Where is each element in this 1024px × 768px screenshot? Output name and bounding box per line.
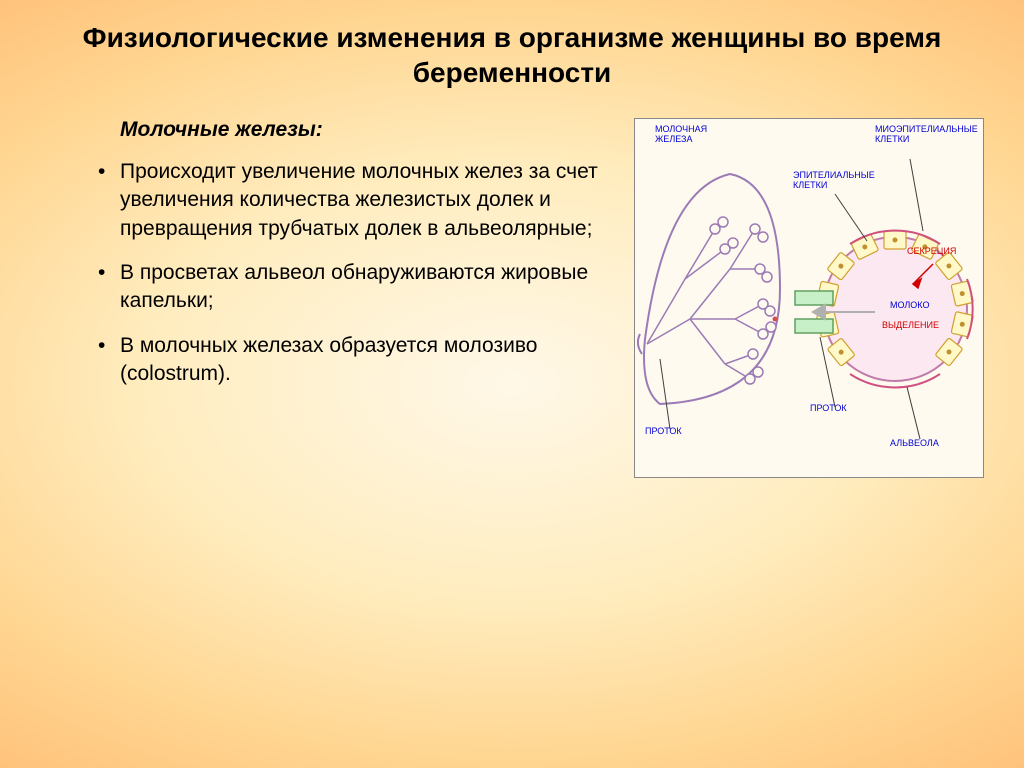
bullet-list: Происходит увеличение молочных желез за …	[90, 158, 614, 388]
bullet-item: В просветах альвеол обнаруживаются жиров…	[90, 259, 614, 316]
label-secretion: СЕКРЕЦИЯ	[907, 247, 956, 257]
slide-title: Физиологические изменения в организме же…	[40, 20, 984, 90]
label-excretion: ВЫДЕЛЕНИЕ	[882, 321, 939, 331]
slide: Физиологические изменения в организме же…	[0, 0, 1024, 768]
label-duct-left: ПРОТОК	[645, 427, 682, 437]
subheading: Молочные железы:	[90, 118, 614, 142]
label-milk: МОЛОКО	[890, 301, 929, 311]
label-gland: МОЛОЧНАЯЖЕЛЕЗА	[655, 125, 707, 145]
label-myo: МИОЭПИТЕЛИАЛЬНЫЕКЛЕТКИ	[875, 125, 978, 145]
bullet-item: В молочных железах образуется молозиво (…	[90, 332, 614, 389]
label-epi: ЭПИТЕЛИАЛЬНЫЕКЛЕТКИ	[793, 171, 875, 191]
text-column: Молочные железы: Происходит увеличение м…	[40, 118, 614, 404]
label-alveola: АЛЬВЕОЛА	[890, 439, 939, 449]
slide-body: Молочные железы: Происходит увеличение м…	[40, 118, 984, 478]
label-duct-right: ПРОТОК	[810, 404, 847, 414]
anatomy-diagram: МОЛОЧНАЯЖЕЛЕЗА ПРОТОК МИОЭПИТЕЛИАЛЬНЫЕКЛ…	[634, 118, 984, 478]
bullet-item: Происходит увеличение молочных желез за …	[90, 158, 614, 243]
